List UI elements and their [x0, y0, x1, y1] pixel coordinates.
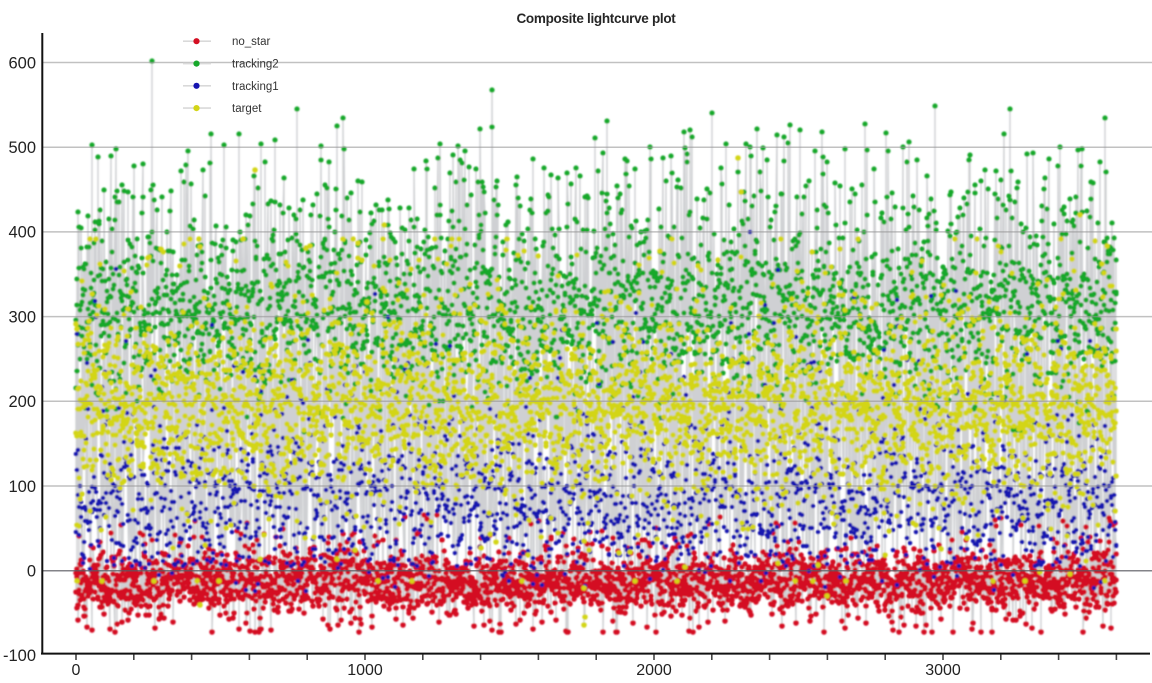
svg-text:Composite lightcurve plot: Composite lightcurve plot — [516, 11, 676, 26]
svg-text:500: 500 — [8, 139, 36, 157]
svg-text:200: 200 — [8, 393, 36, 411]
svg-text:300: 300 — [8, 308, 36, 326]
svg-text:tracking2: tracking2 — [232, 59, 279, 71]
svg-text:400: 400 — [8, 224, 36, 242]
svg-text:target: target — [232, 103, 262, 115]
svg-text:100: 100 — [8, 478, 36, 496]
svg-text:0: 0 — [72, 662, 81, 679]
svg-text:0: 0 — [27, 563, 36, 581]
svg-text:tracking1: tracking1 — [232, 81, 279, 93]
svg-text:-100: -100 — [3, 647, 36, 665]
svg-text:600: 600 — [8, 54, 36, 72]
svg-text:2000: 2000 — [636, 662, 672, 679]
svg-text:1000: 1000 — [347, 662, 383, 679]
svg-text:3000: 3000 — [925, 662, 961, 679]
svg-text:no_star: no_star — [232, 36, 271, 48]
